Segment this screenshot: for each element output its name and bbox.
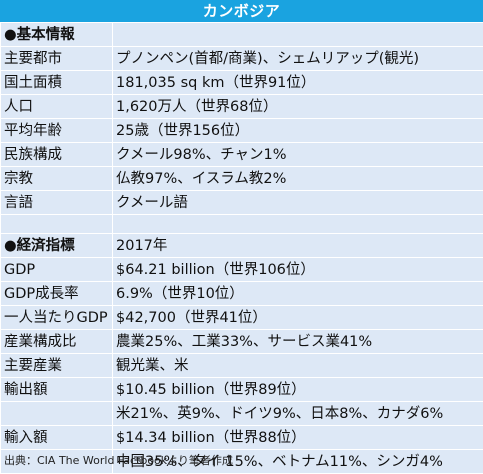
table-row: 人口 1,620万人（世界68位） xyxy=(1,95,483,119)
table-row: 一人当たりGDP $42,700（世界41位） xyxy=(1,306,483,330)
row-value: $42,700（世界41位） xyxy=(113,306,483,330)
table-row: 輸入額 $14.34 billion（世界88位） xyxy=(1,426,483,450)
spacer-cell xyxy=(113,215,483,234)
table-row: 平均年齢 25歳（世界156位） xyxy=(1,119,483,143)
table-row: 宗教 仏教97%、イスラム教2% xyxy=(1,167,483,191)
row-value: 観光業、米 xyxy=(113,354,483,378)
info-table: ●基本情報 主要都市 プノンペン(首都/商業)、シェムリアップ(観光) 国土面積… xyxy=(0,22,483,474)
section-header-economy: ●経済指標 2017年 xyxy=(1,234,483,258)
row-label: 主要都市 xyxy=(1,47,113,71)
row-value: 米21%、英9%、ドイツ9%、日本8%、カナダ6% xyxy=(113,402,483,426)
section-heading: ●経済指標 xyxy=(1,234,113,258)
row-label: 輸出額 xyxy=(1,378,113,402)
row-value: 農業25%、工業33%、サービス業41% xyxy=(113,330,483,354)
row-label xyxy=(1,402,113,426)
row-value: 181,035 sq km（世界91位） xyxy=(113,71,483,95)
table-row: 民族構成 クメール98%、チャン1% xyxy=(1,143,483,167)
spacer-cell xyxy=(1,215,113,234)
row-value: $14.34 billion（世界88位） xyxy=(113,426,483,450)
table-row: 国土面積 181,035 sq km（世界91位） xyxy=(1,71,483,95)
table-row: 主要産業 観光業、米 xyxy=(1,354,483,378)
section-heading-value xyxy=(113,23,483,47)
source-note: 出典：CIA The World Factbookより筆者作成 xyxy=(4,452,233,470)
row-value: クメール98%、チャン1% xyxy=(113,143,483,167)
table-row: GDP成長率 6.9%（世界10位） xyxy=(1,282,483,306)
table-row: 言語 クメール語 xyxy=(1,191,483,215)
section-heading: ●基本情報 xyxy=(1,23,113,47)
row-label: GDP xyxy=(1,258,113,282)
row-label: 一人当たりGDP xyxy=(1,306,113,330)
row-label: 産業構成比 xyxy=(1,330,113,354)
row-value: クメール語 xyxy=(113,191,483,215)
row-value: 6.9%（世界10位） xyxy=(113,282,483,306)
row-label: 平均年齢 xyxy=(1,119,113,143)
section-heading-value: 2017年 xyxy=(113,234,483,258)
row-label: 国土面積 xyxy=(1,71,113,95)
row-label: 宗教 xyxy=(1,167,113,191)
spacer-row xyxy=(1,215,483,234)
sheet-title: カンボジア xyxy=(0,0,483,22)
table-row: GDP $64.21 billion（世界106位） xyxy=(1,258,483,282)
row-value: 25歳（世界156位） xyxy=(113,119,483,143)
row-label: 輸入額 xyxy=(1,426,113,450)
table-row: 輸出額 $10.45 billion（世界89位） xyxy=(1,378,483,402)
table-row: 米21%、英9%、ドイツ9%、日本8%、カナダ6% xyxy=(1,402,483,426)
table-row: 主要都市 プノンペン(首都/商業)、シェムリアップ(観光) xyxy=(1,47,483,71)
row-label: 言語 xyxy=(1,191,113,215)
row-label: GDP成長率 xyxy=(1,282,113,306)
row-value: 仏教97%、イスラム教2% xyxy=(113,167,483,191)
row-value: $10.45 billion（世界89位） xyxy=(113,378,483,402)
row-value: $64.21 billion（世界106位） xyxy=(113,258,483,282)
row-label: 人口 xyxy=(1,95,113,119)
row-label: 主要産業 xyxy=(1,354,113,378)
row-label: 民族構成 xyxy=(1,143,113,167)
table-row: 産業構成比 農業25%、工業33%、サービス業41% xyxy=(1,330,483,354)
section-header-basic: ●基本情報 xyxy=(1,23,483,47)
row-value: プノンペン(首都/商業)、シェムリアップ(観光) xyxy=(113,47,483,71)
row-value: 1,620万人（世界68位） xyxy=(113,95,483,119)
